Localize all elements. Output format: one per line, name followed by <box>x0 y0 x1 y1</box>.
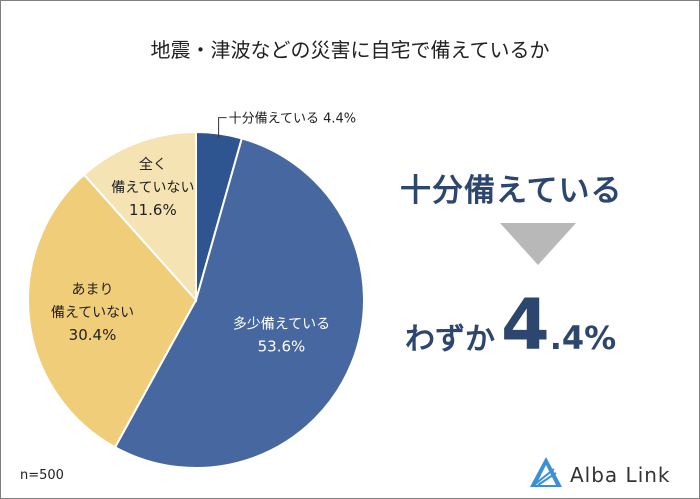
slice-label: 十分備えている 4.4% <box>229 111 357 127</box>
slice-value-label: 53.6% <box>258 338 306 356</box>
callout-prefix: わずか <box>405 322 495 357</box>
brand-logo: Alba Link <box>528 455 688 491</box>
callout-big-number: 4 <box>501 284 550 366</box>
sample-size: n=500 <box>20 468 64 483</box>
slice-value-label: 30.4% <box>69 326 117 344</box>
pie-slice <box>27 173 198 449</box>
callout-result: わずか4.4% <box>405 290 616 360</box>
logo-mark-icon <box>530 457 562 487</box>
slice-label: 多少備えている <box>233 316 330 333</box>
callout-headline: 十分備えている <box>400 173 623 209</box>
slice-label: 備えていない <box>111 180 194 196</box>
slice-value-label: 11.6% <box>129 201 177 219</box>
down-arrow-icon <box>500 223 576 265</box>
chart-title: 地震・津波などの災害に自宅で備えているか <box>150 38 550 62</box>
slice-label: 全く <box>139 156 167 173</box>
callout-decimal: .4% <box>549 319 617 357</box>
pie-slice <box>113 137 365 469</box>
slice-label: あまり <box>72 282 114 298</box>
brand-name: Alba Link <box>570 463 671 487</box>
leader-line <box>218 117 227 138</box>
slice-label: 備えていない <box>51 305 134 321</box>
pie-slice <box>82 130 197 303</box>
